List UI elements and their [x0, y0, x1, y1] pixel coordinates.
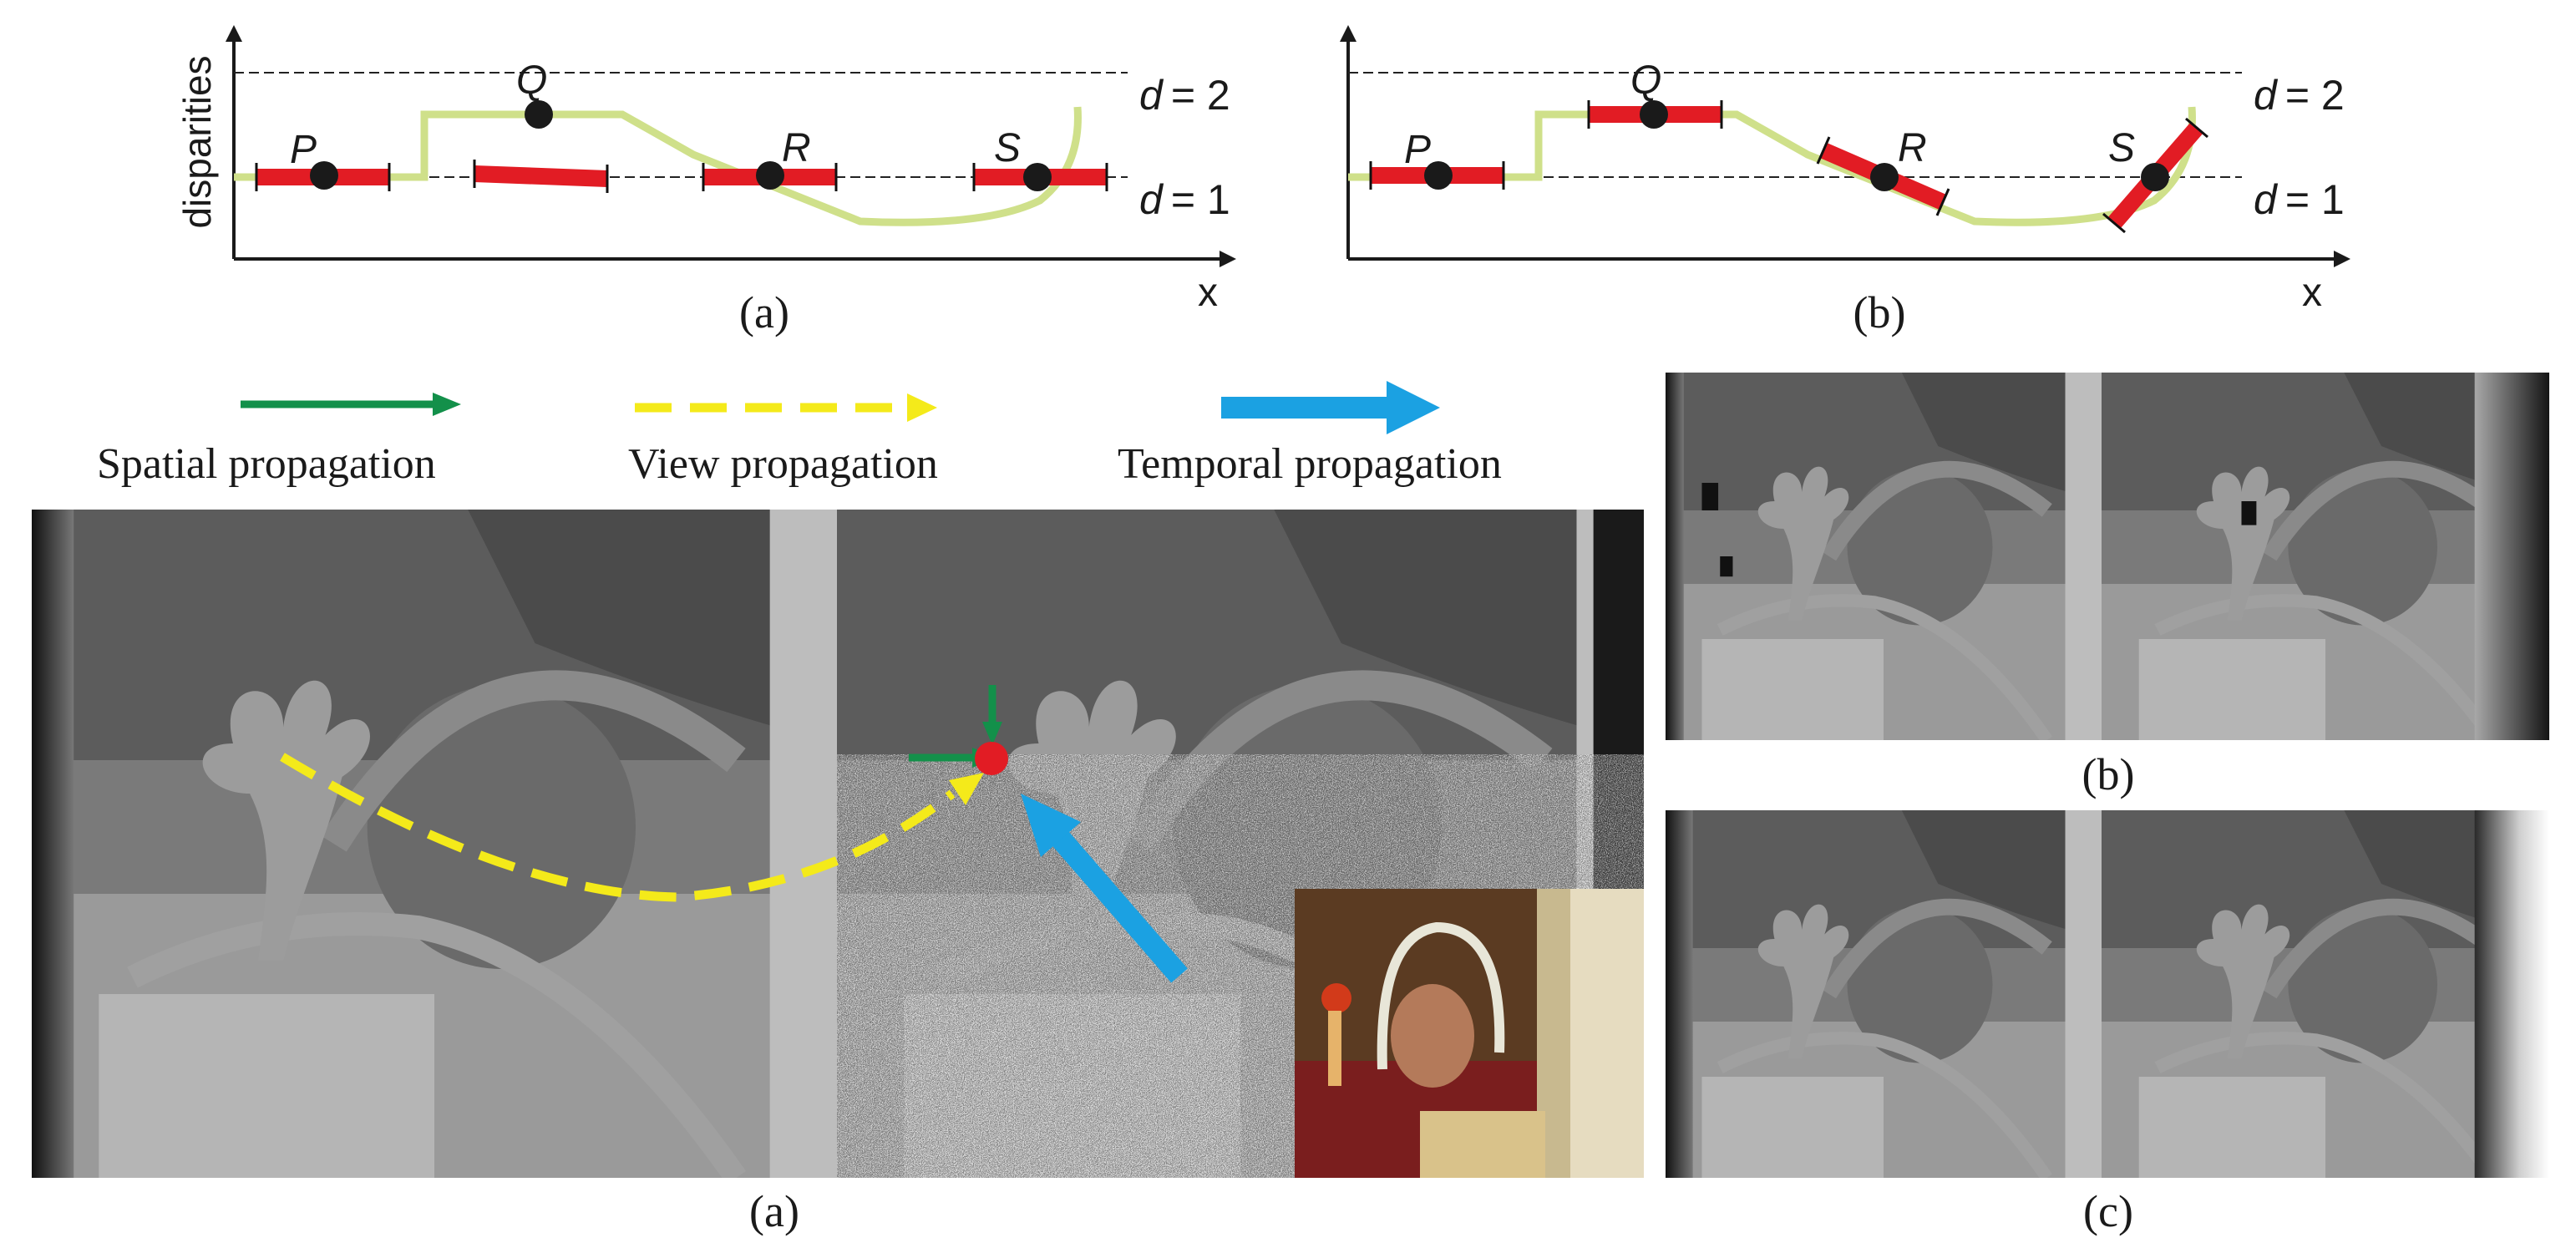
level-label-d1: d = 1	[2254, 176, 2345, 223]
y-axis-label: disparities	[175, 55, 219, 228]
point-r-marker	[1870, 163, 1899, 191]
right-panel-b: (b)	[1666, 373, 2549, 799]
x-axis-arrowhead	[2334, 251, 2350, 267]
depth-map-c-left	[1666, 810, 2102, 1178]
x-axis-arrowhead	[1220, 251, 1236, 267]
spatial-arrowhead-vertical	[982, 722, 1002, 745]
x-axis-label: x	[2302, 271, 2322, 315]
point-q-marker	[525, 100, 553, 129]
plot-a: P Q R S d = 2 d = 1 disparities x (a)	[175, 25, 1236, 337]
point-s-label: S	[2108, 126, 2135, 170]
spatial-arrowhead-icon	[433, 393, 461, 416]
segment-tick	[2102, 212, 2126, 234]
point-s-label: S	[994, 126, 1021, 170]
plane-segment-q	[474, 165, 608, 187]
level-label-d2: d = 2	[1139, 72, 1230, 119]
plot-b-caption: (b)	[1853, 287, 1906, 337]
segment-tick	[1816, 136, 1831, 165]
true-surface-curve	[1348, 106, 2196, 226]
x-axis-label: x	[1198, 271, 1218, 315]
point-p-label: P	[1404, 128, 1431, 172]
point-p-marker	[1424, 161, 1453, 190]
legend-view-label: View propagation	[628, 440, 938, 488]
point-q-label: Q	[516, 58, 547, 103]
plane-segments	[255, 160, 1108, 193]
plot-a-caption: (a)	[739, 287, 789, 337]
point-r-label: R	[782, 126, 811, 170]
y-axis-arrowhead	[1340, 25, 1356, 42]
plane-segments	[1369, 100, 2208, 234]
point-r-label: R	[1898, 126, 1927, 170]
propagation-legend: Spatial propagation View propagation Tem…	[97, 381, 1502, 488]
left-depth-map	[32, 510, 837, 1178]
view-arrowhead-icon	[907, 393, 937, 422]
temporal-propagation-arrow	[1051, 829, 1188, 983]
true-surface-curve	[234, 106, 1082, 226]
level-label-d2: d = 2	[2254, 72, 2345, 119]
temporal-arrowhead-icon	[1387, 381, 1440, 434]
plot-b: P Q R S d = 2 d = 1 x (b)	[1340, 25, 2350, 337]
legend-temporal-label: Temporal propagation	[1118, 440, 1502, 488]
point-p-marker	[310, 161, 338, 190]
depth-map-c-right	[2102, 810, 2549, 1178]
point-r-marker	[756, 161, 784, 190]
point-s-marker	[1023, 163, 1052, 191]
depth-map-b-left	[1666, 373, 2102, 740]
view-propagation-arrowhead	[949, 773, 984, 805]
level-label-d1: d = 1	[1139, 176, 1230, 223]
point-q-marker	[1640, 100, 1668, 129]
right-panel-c: (c)	[1666, 810, 2549, 1236]
depth-map-b-right	[2102, 373, 2549, 740]
y-axis-arrowhead	[226, 25, 242, 42]
point-q-label: Q	[1630, 58, 1661, 103]
current-pixel-marker	[975, 742, 1008, 775]
main-depth-panel: (a)	[32, 510, 1644, 1236]
point-s-marker	[2141, 163, 2169, 191]
view-propagation-arrow	[280, 753, 956, 902]
main-caption: (a)	[749, 1186, 799, 1236]
temporal-propagation-arrowhead	[1021, 794, 1081, 857]
panel-c-caption: (c)	[2083, 1186, 2133, 1236]
segment-tick	[2185, 117, 2208, 139]
color-image-inset	[1295, 889, 1644, 1178]
segment-tick	[1935, 188, 1950, 216]
panel-b-caption: (b)	[2082, 749, 2135, 799]
legend-spatial-label: Spatial propagation	[97, 440, 436, 488]
point-p-label: P	[290, 128, 317, 172]
